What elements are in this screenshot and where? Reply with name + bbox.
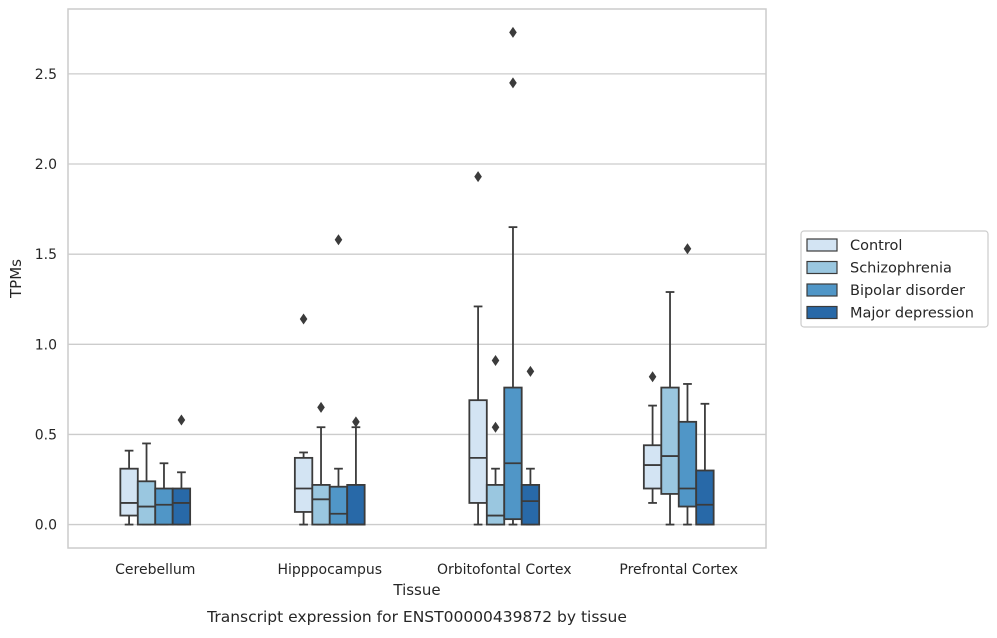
box-3-1 — [660, 291, 680, 526]
outlier-point — [317, 401, 325, 413]
x-tick-label: Cerebellum — [115, 562, 195, 578]
y-tick-label: 2.0 — [35, 157, 57, 173]
legend-label: Bipolar disorder — [850, 283, 965, 299]
outlier-point — [299, 313, 308, 325]
legend-swatch — [806, 260, 838, 275]
box-3-3 — [695, 402, 715, 526]
box-2-0 — [468, 171, 488, 526]
iqr-box — [328, 485, 349, 526]
box-1-2 — [328, 234, 349, 526]
outlier-point — [509, 77, 517, 89]
iqr-box — [119, 467, 139, 517]
iqr-box — [311, 484, 331, 526]
legend-swatch — [806, 305, 838, 320]
y-tick-label: 1.5 — [35, 247, 57, 263]
iqr-box — [695, 469, 715, 526]
box-3-2 — [677, 243, 698, 526]
x-tick-label: Orbitofontal Cortex — [437, 562, 572, 578]
iqr-box — [468, 399, 488, 504]
plot-frame — [67, 8, 767, 549]
gridlines — [68, 73, 766, 526]
tick-labels: 0.0 0.5 1.0 1.5 2.0 2.5 Cerebellum Hipppocampus… — [35, 67, 738, 578]
legend-swatch — [806, 238, 838, 252]
y-tick-label: 0.0 — [35, 518, 57, 534]
y-axis-title: TPMs — [7, 259, 25, 299]
iqr-box — [154, 487, 174, 526]
outlier-point — [509, 26, 517, 38]
box-0-1 — [136, 442, 157, 526]
outlier-point — [334, 234, 343, 246]
legend-swatch — [806, 283, 838, 297]
chart-caption: Transcript expression for ENST0000043987… — [206, 608, 627, 626]
y-tick-label: 0.5 — [35, 427, 57, 443]
iqr-box — [293, 456, 314, 513]
box-1-3 — [346, 416, 366, 526]
box-2-2 — [503, 26, 523, 526]
box-1-0 — [293, 313, 314, 526]
x-tick-label: Prefrontal Cortex — [619, 562, 738, 578]
box-3-0 — [642, 371, 663, 504]
box-2-1 — [485, 355, 506, 526]
legend: Control Schizophrenia Bipolar disorder Majo… — [800, 230, 989, 328]
outlier-point — [352, 416, 360, 428]
iqr-box — [171, 487, 192, 526]
iqr-box — [642, 444, 663, 490]
iqr-box — [677, 420, 698, 508]
iqr-box — [346, 484, 366, 526]
outlier-point — [177, 414, 186, 426]
y-tick-label: 1.0 — [35, 337, 57, 353]
legend-label: Major depression — [850, 306, 974, 322]
iqr-box — [485, 484, 506, 526]
iqr-box — [503, 386, 523, 521]
outlier-point — [648, 371, 657, 383]
legend-label: Control — [850, 238, 902, 254]
box-groups — [119, 26, 715, 526]
box-0-0 — [119, 449, 139, 526]
legend-frame — [800, 230, 989, 328]
iqr-box — [136, 480, 157, 526]
outlier-point — [683, 243, 692, 255]
outlier-point — [526, 365, 535, 377]
y-tick-label: 2.5 — [35, 67, 57, 83]
x-tick-label: Hipppocampus — [277, 562, 382, 578]
box-2-3 — [520, 365, 541, 526]
iqr-box — [660, 386, 680, 495]
outlier-point — [474, 171, 482, 183]
outlier-point — [491, 355, 500, 367]
legend-label: Schizophrenia — [850, 261, 952, 277]
box-0-3 — [171, 414, 192, 526]
x-axis-title: Tissue — [392, 581, 440, 599]
box-0-2 — [154, 462, 174, 526]
outlier-point — [491, 421, 500, 433]
box-1-1 — [311, 401, 331, 526]
iqr-box — [520, 484, 541, 526]
